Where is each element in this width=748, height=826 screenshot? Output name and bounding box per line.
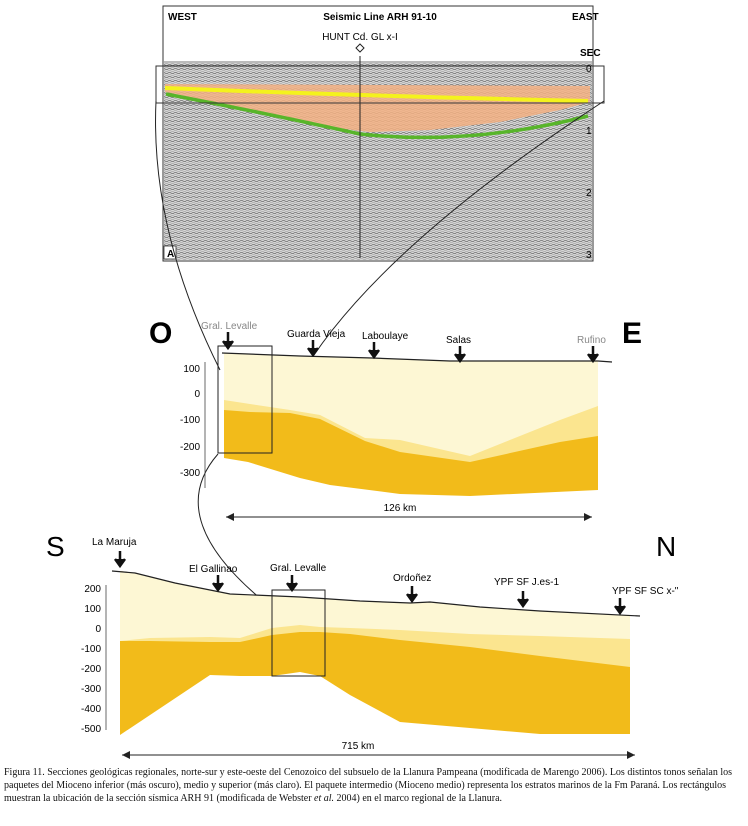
down-arrow-icon [285,575,299,593]
oe-location-label: Guarda Vieja [287,329,346,340]
seismic-sec-tick: 3 [586,250,592,261]
section-oe [204,332,613,521]
seismic-panel-letter: A [167,249,174,260]
seismic-title: Seismic Line ARH 91-10 [323,12,437,23]
sn-location-label: Ordoñez [393,573,431,584]
sn-location-label: La Maruja [92,537,137,548]
down-arrow-icon [516,591,530,609]
seismic-panel [155,5,605,262]
oe-distance-label: 126 km [384,503,417,514]
caption-text-end: 2004) en el marco regional de la Llanura… [334,793,503,804]
seismic-yellow-horizon [164,86,589,103]
sn-right-letter: N [656,531,676,562]
oe-y-tick: 0 [194,389,200,400]
oe-y-tick: 100 [183,364,200,375]
oe-surface-line [221,352,613,363]
down-arrow-icon [586,346,600,364]
sn-y-tick: -100 [81,644,101,655]
down-arrow-icon [367,342,381,360]
oe-well-arrows [221,332,600,364]
down-arrow-icon [613,598,627,616]
arrow-left-icon [122,751,130,759]
sn-y-tick: -400 [81,704,101,715]
sn-y-tick: -500 [81,724,101,735]
oe-right-letter: E [622,317,642,350]
caption-italic: et al. [314,793,335,804]
sn-upper-miocene [120,571,630,641]
oe-location-rect [217,345,273,454]
oe-location-label: Laboulaye [362,331,409,342]
sn-y-tick: 0 [95,624,101,635]
oe-y-tick: -300 [180,468,200,479]
seismic-well-label: HUNT Cd. GL x-I [322,32,398,43]
arrow-right-icon [627,751,635,759]
sn-location-label: El Gallinao [189,564,238,575]
sn-y-tick: -300 [81,684,101,695]
section-sn [105,551,641,759]
oe-upper-miocene [224,353,598,456]
down-arrow-icon [405,586,419,604]
seismic-east-label: EAST [572,12,599,23]
seismic-sec-tick: 1 [586,126,592,137]
oe-location-label: Rufino [577,335,606,346]
seismic-highlight-rect [155,65,605,104]
oe-y-tick: -200 [180,442,200,453]
arrow-right-icon [584,513,592,521]
oe-left-letter: O [149,317,172,350]
seismic-sec-tick: 0 [586,64,592,75]
down-arrow-icon [453,346,467,364]
sn-location-label: YPF SF J.es-1 [494,577,559,588]
sn-y-tick: -200 [81,664,101,675]
caption-text: Figura 11. Secciones geológicas regional… [4,767,733,804]
connector-oe-to-sn [197,453,273,609]
sn-y-tick: 200 [84,584,101,595]
oe-location-label: Gral. Levalle [201,321,258,332]
sn-surface-line [111,570,641,617]
sn-y-tick: 100 [84,604,101,615]
sn-distance-label: 715 km [342,741,375,752]
down-arrow-icon [211,575,225,593]
arrow-left-icon [226,513,234,521]
down-arrow-icon [306,340,320,358]
oe-location-label: Salas [446,335,471,346]
down-arrow-icon [221,332,235,351]
seismic-sec-tick: 2 [586,188,592,199]
oe-y-tick: -100 [180,415,200,426]
sn-well-arrows [113,551,627,616]
down-arrow-icon [113,551,127,569]
sn-location-label: YPF SF SC x-" [612,586,679,597]
seismic-west-label: WEST [168,12,197,23]
seismic-orange-package [165,84,590,132]
sn-left-letter: S [46,531,65,562]
sn-location-label: Gral. Levalle [270,563,327,574]
figure-caption: Figura 11. Secciones geológicas regional… [4,766,746,805]
well-diamond-icon [355,43,365,53]
sn-location-rect [271,589,326,677]
connector-seismic-to-oe-left [155,100,221,371]
seismic-sec-label: SEC [580,48,601,59]
